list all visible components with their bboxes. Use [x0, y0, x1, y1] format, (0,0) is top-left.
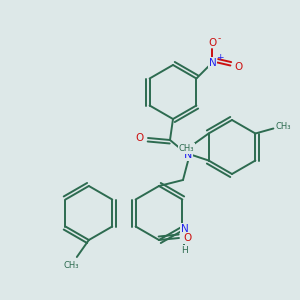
- Text: N: N: [208, 58, 216, 68]
- Text: +: +: [216, 53, 223, 62]
- Text: O: O: [183, 233, 191, 243]
- Text: CH₃: CH₃: [179, 144, 194, 153]
- Text: O: O: [208, 38, 217, 47]
- Text: N: N: [181, 224, 188, 233]
- Text: N: N: [184, 150, 192, 160]
- Text: H: H: [181, 246, 188, 255]
- Text: O: O: [234, 61, 242, 71]
- Text: CH₃: CH₃: [63, 260, 79, 269]
- Text: CH₃: CH₃: [276, 122, 291, 131]
- Text: -: -: [218, 34, 221, 43]
- Text: O: O: [136, 133, 144, 143]
